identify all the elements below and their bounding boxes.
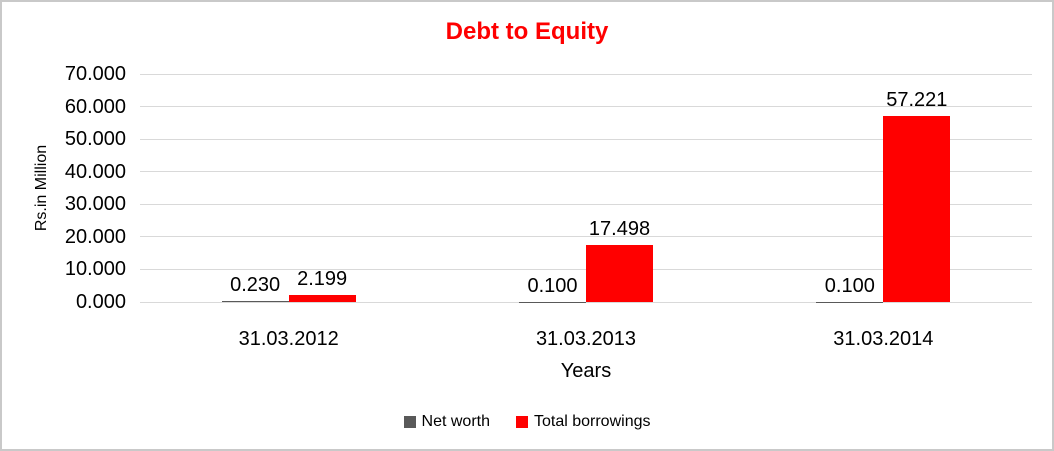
data-label: 0.230 bbox=[230, 274, 281, 297]
y-tick-label: 60.000 bbox=[64, 95, 126, 118]
y-tick-label: 70.000 bbox=[64, 63, 126, 85]
legend-label: Total borrowings bbox=[533, 413, 651, 430]
data-label: 17.498 bbox=[588, 218, 651, 241]
gridline bbox=[140, 106, 1032, 108]
legend-swatch-icon bbox=[515, 416, 528, 428]
y-tick-label: 30.000 bbox=[64, 193, 126, 216]
data-label: 0.100 bbox=[824, 274, 875, 297]
data-label: 0.100 bbox=[527, 274, 578, 297]
x-category-label: 31.03.2014 bbox=[833, 328, 934, 350]
legend-swatch-icon bbox=[403, 416, 416, 428]
y-tick-label: 0.000 bbox=[75, 291, 126, 313]
plot-area: 0.230 2.199 0.100 17.498 0.100 57.221 bbox=[140, 73, 1032, 303]
data-label: 2.199 bbox=[297, 267, 348, 290]
data-label: 57.221 bbox=[886, 88, 948, 111]
y-tick-label: 50.000 bbox=[64, 128, 126, 151]
gridline bbox=[140, 138, 1032, 140]
legend-label: Net worth bbox=[421, 413, 490, 430]
gridline bbox=[140, 203, 1032, 205]
bar-total-borrowings bbox=[883, 115, 951, 302]
gridline bbox=[140, 73, 1032, 75]
gridline bbox=[140, 301, 1032, 303]
gridline bbox=[140, 171, 1032, 173]
bar-total-borrowings bbox=[288, 294, 356, 302]
y-tick-label: 20.000 bbox=[64, 225, 126, 248]
x-axis-title: Years bbox=[560, 360, 612, 382]
x-category-label: 31.03.2012 bbox=[238, 328, 339, 350]
gridline bbox=[140, 236, 1032, 238]
y-tick-label: 40.000 bbox=[64, 160, 126, 183]
bar-net-worth bbox=[221, 301, 289, 302]
x-category-label: 31.03.2013 bbox=[535, 328, 637, 350]
legend: Net worth Total borrowings bbox=[2, 413, 1052, 431]
y-tick-label: 10.000 bbox=[64, 258, 126, 281]
legend-item-net-worth: Net worth bbox=[403, 413, 490, 431]
bar-total-borrowings bbox=[586, 245, 653, 302]
legend-item-total-borrowings: Total borrowings bbox=[515, 413, 651, 431]
chart-title: Debt to Equity bbox=[445, 18, 609, 45]
